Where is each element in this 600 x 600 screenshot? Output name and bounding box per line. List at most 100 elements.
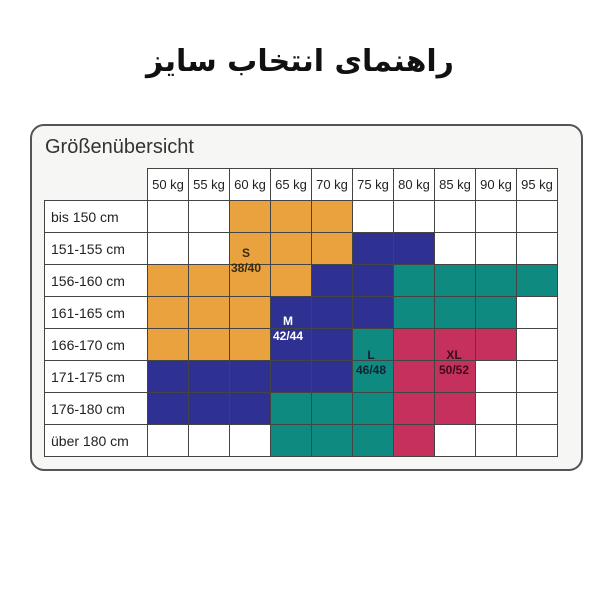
size-cell-l [352, 328, 394, 361]
size-table: 50 kg 55 kg 60 kg 65 kg 70 kg 75 kg 80 kg 85 kg… [44, 168, 558, 457]
size-cell-s [311, 200, 353, 233]
empty-cell [475, 232, 517, 265]
size-name: M [283, 314, 293, 328]
size-cell-s [188, 328, 230, 361]
size-cell-m [393, 232, 435, 265]
size-cell-l [270, 392, 312, 425]
empty-cell [229, 424, 271, 457]
empty-cell [475, 200, 517, 233]
size-cell-s [270, 264, 312, 297]
empty-cell [188, 424, 230, 457]
empty-cell [516, 424, 558, 457]
table-row: 161-165 cm [44, 296, 558, 329]
height-label: 166-170 cm [44, 328, 148, 361]
empty-cell [188, 232, 230, 265]
height-label: 176-180 cm [44, 392, 148, 425]
size-cell-m [188, 392, 230, 425]
size-cell-s [147, 328, 189, 361]
size-cell-xl [434, 360, 476, 393]
size-cell-xl [393, 360, 435, 393]
size-cell-s [229, 296, 271, 329]
empty-cell [516, 296, 558, 329]
size-cell-l [475, 264, 517, 297]
size-cell-l [516, 264, 558, 297]
size-cell-s [229, 200, 271, 233]
size-eu: 38/40 [230, 261, 262, 275]
empty-cell [516, 232, 558, 265]
empty-cell [516, 328, 558, 361]
size-cell-l [434, 264, 476, 297]
size-cell-xl [434, 392, 476, 425]
size-cell-l [393, 296, 435, 329]
table-row: 156-160 cm [44, 264, 558, 297]
empty-cell [516, 360, 558, 393]
corner-cell [44, 168, 148, 201]
size-cell-m [311, 360, 353, 393]
table-row: über 180 cm [44, 424, 558, 457]
size-cell-xl [393, 392, 435, 425]
empty-cell [434, 424, 476, 457]
header-row: 50 kg 55 kg 60 kg 65 kg 70 kg 75 kg 80 kg 85 kg… [44, 168, 558, 201]
weight-header: 70 kg [311, 168, 353, 201]
size-name: XL [446, 348, 462, 362]
empty-cell [393, 200, 435, 233]
size-cell-m [311, 296, 353, 329]
size-cell-s [270, 232, 312, 265]
size-cell-m [352, 232, 394, 265]
size-cell-s [229, 232, 271, 265]
size-cell-l [270, 424, 312, 457]
empty-cell [352, 200, 394, 233]
height-label: über 180 cm [44, 424, 148, 457]
size-cell-l [352, 424, 394, 457]
size-cell-s [147, 264, 189, 297]
size-label-m: M 42/44 [258, 314, 318, 344]
size-label-s: S 38/40 [216, 246, 276, 276]
size-cell-m [311, 264, 353, 297]
size-cell-m [188, 360, 230, 393]
size-eu: 46/48 [355, 363, 387, 377]
weight-header: 50 kg [147, 168, 189, 201]
size-eu: 50/52 [438, 363, 470, 377]
table-row: bis 150 cm [44, 200, 558, 233]
empty-cell [434, 200, 476, 233]
size-cell-l [393, 264, 435, 297]
size-name: L [367, 348, 375, 362]
size-cell-s [147, 296, 189, 329]
height-label: 171-175 cm [44, 360, 148, 393]
size-cell-xl [393, 328, 435, 361]
size-cell-s [188, 296, 230, 329]
size-cell-m [229, 392, 271, 425]
height-label: 161-165 cm [44, 296, 148, 329]
size-cell-m [270, 360, 312, 393]
size-cell-m [147, 360, 189, 393]
size-name: S [241, 246, 250, 260]
table-row: 166-170 cm [44, 328, 558, 361]
size-cell-s [311, 232, 353, 265]
size-eu: 42/44 [272, 329, 304, 343]
size-cell-s [270, 200, 312, 233]
table-row: 176-180 cm [44, 392, 558, 425]
size-cell-l [434, 296, 476, 329]
empty-cell [147, 200, 189, 233]
weight-header: 90 kg [475, 168, 517, 201]
table-row: 151-155 cm [44, 232, 558, 265]
size-cell-l [311, 424, 353, 457]
size-cell-m [270, 328, 312, 361]
size-cell-l [475, 296, 517, 329]
empty-cell [516, 200, 558, 233]
empty-cell [475, 392, 517, 425]
size-cell-m [352, 264, 394, 297]
empty-cell [475, 424, 517, 457]
size-cell-m [147, 392, 189, 425]
weight-header: 85 kg [434, 168, 476, 201]
size-cell-m [352, 296, 394, 329]
empty-cell [434, 232, 476, 265]
weight-header: 65 kg [270, 168, 312, 201]
page-title: راهنمای انتخاب سایز [146, 44, 454, 79]
weight-header: 95 kg [516, 168, 558, 201]
size-label-l: L 46/48 [341, 348, 401, 378]
size-label-xl: XL 50/52 [424, 348, 484, 378]
table-row: 171-175 cm [44, 360, 558, 393]
height-label: 156-160 cm [44, 264, 148, 297]
size-cell-l [311, 392, 353, 425]
